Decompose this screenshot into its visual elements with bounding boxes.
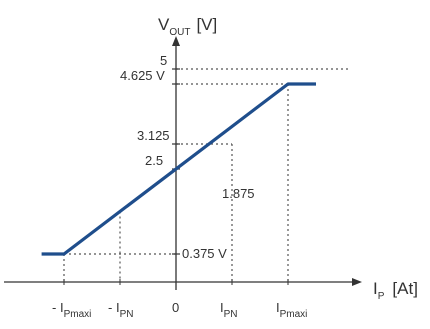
- x-axis-title: IP [At]: [373, 279, 418, 302]
- x-tick-label: - IPmaxi: [52, 300, 91, 320]
- y-axis-title: VOUT [V]: [158, 15, 217, 38]
- y-tick-label: 0.375 V: [182, 246, 227, 261]
- guide-lines: [63, 68, 350, 282]
- y-axis-title-main: V: [158, 15, 170, 34]
- x-tick-label: IPmaxi: [276, 300, 307, 320]
- x-axis-title-unit: [At]: [392, 279, 418, 298]
- x-axis-title-main: I: [373, 279, 378, 298]
- y-ticks: 54.625 V 3.125 2.5 0.375 V: [120, 53, 227, 261]
- x-ticks: - IPmaxi - IPN 0 IPN IPmaxi: [52, 279, 307, 320]
- y-axis-title-unit: [V]: [196, 15, 217, 34]
- series-group: [41, 82, 316, 256]
- y-axis-arrow: [172, 36, 180, 46]
- annotation-label: 1.875: [222, 186, 255, 201]
- y-tick-label: 5: [160, 53, 167, 68]
- x-axis-title-sub: P: [378, 291, 385, 302]
- x-tick-label: 0: [172, 300, 179, 315]
- y-tick-label: 2.5: [145, 153, 163, 168]
- x-tick-label: - IPN: [108, 300, 133, 320]
- y-axis-title-sub: OUT: [169, 27, 190, 38]
- y-tick-label: 3.125: [137, 128, 170, 143]
- x-tick-label: IPN: [220, 300, 238, 320]
- y-tick-label: 4.625 V: [120, 68, 165, 83]
- x-axis-arrow: [352, 278, 362, 286]
- series-line: [41, 82, 316, 256]
